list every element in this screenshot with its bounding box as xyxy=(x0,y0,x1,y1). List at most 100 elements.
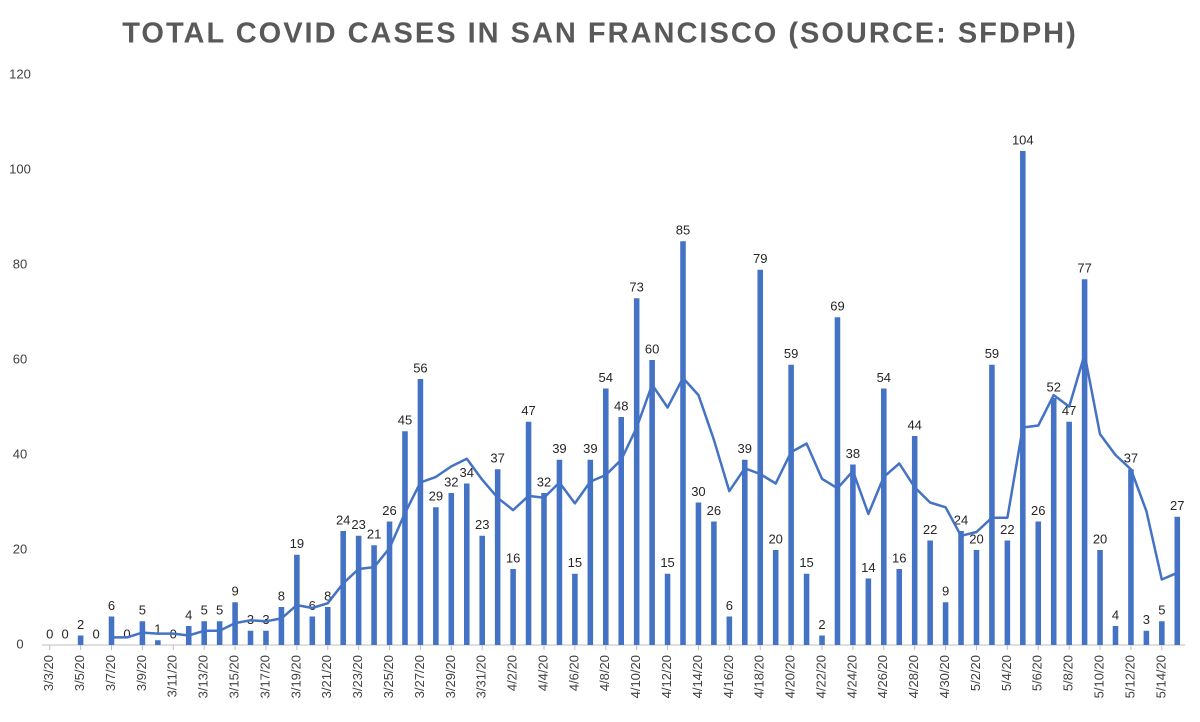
value-label: 9 xyxy=(942,584,949,599)
value-label: 48 xyxy=(614,398,628,413)
bar xyxy=(402,431,408,645)
value-label: 60 xyxy=(645,341,659,356)
value-label: 19 xyxy=(290,536,304,551)
bar xyxy=(602,388,609,645)
x-tick-label: 3/13/20 xyxy=(196,655,211,698)
x-tick-label: 3/11/20 xyxy=(165,655,180,697)
bar xyxy=(865,578,872,645)
bar xyxy=(1112,626,1119,645)
bar xyxy=(803,573,810,645)
x-tick-label: 3/15/20 xyxy=(227,655,242,698)
value-label: 52 xyxy=(1046,379,1060,394)
bar xyxy=(881,388,887,645)
bar xyxy=(556,459,563,645)
x-tick-label: 4/4/20 xyxy=(535,655,550,691)
value-label: 0 xyxy=(62,626,69,641)
value-label: 15 xyxy=(660,555,674,570)
value-label: 27 xyxy=(1170,498,1184,513)
value-label: 79 xyxy=(753,251,767,266)
bar xyxy=(247,630,254,645)
value-label: 44 xyxy=(907,417,921,432)
bar xyxy=(649,360,655,645)
bar xyxy=(1174,516,1181,645)
value-label: 39 xyxy=(738,441,752,456)
x-tick-label: 3/17/20 xyxy=(257,655,272,698)
x-tick-label: 4/30/20 xyxy=(937,655,952,698)
bar xyxy=(896,569,903,645)
bar xyxy=(633,298,640,645)
value-label: 23 xyxy=(475,517,489,532)
trend-line xyxy=(111,353,1178,639)
value-label: 24 xyxy=(336,512,350,527)
bar xyxy=(541,493,547,645)
bar xyxy=(155,640,161,645)
bar xyxy=(1035,521,1042,645)
value-label: 15 xyxy=(568,555,582,570)
bar xyxy=(680,241,686,645)
value-label: 0 xyxy=(92,626,99,641)
value-label: 26 xyxy=(382,503,396,518)
x-tick-label: 3/19/20 xyxy=(288,655,303,698)
bar xyxy=(742,459,748,645)
y-tick-label: 120 xyxy=(9,66,31,81)
bar xyxy=(386,521,393,645)
bar xyxy=(989,364,995,645)
bar xyxy=(927,540,933,645)
y-tick-label: 20 xyxy=(13,541,27,556)
bar xyxy=(711,521,717,645)
value-label: 54 xyxy=(877,370,891,385)
bar xyxy=(1097,550,1103,645)
value-label: 20 xyxy=(768,531,782,546)
x-tick-label: 4/16/20 xyxy=(721,655,736,698)
bar xyxy=(1066,421,1072,645)
value-label: 8 xyxy=(324,588,331,603)
x-tick-label: 5/12/20 xyxy=(1122,655,1137,698)
value-label: 38 xyxy=(846,446,860,461)
bar xyxy=(278,607,285,645)
value-label: 37 xyxy=(1124,451,1138,466)
x-tick-label: 3/29/20 xyxy=(443,655,458,698)
bar xyxy=(726,616,733,645)
x-tick-label: 4/2/20 xyxy=(505,655,520,691)
bar xyxy=(340,531,346,645)
value-label: 26 xyxy=(707,503,721,518)
value-label: 6 xyxy=(726,598,733,613)
value-label: 47 xyxy=(521,403,535,418)
bar xyxy=(433,507,439,645)
value-label: 104 xyxy=(1012,132,1034,147)
bar xyxy=(819,635,825,645)
value-label: 5 xyxy=(1158,603,1165,618)
value-label: 37 xyxy=(490,451,504,466)
value-label: 2 xyxy=(818,617,825,632)
x-tick-label: 3/25/20 xyxy=(381,655,396,698)
bar xyxy=(1081,279,1088,645)
x-tick-label: 4/12/20 xyxy=(659,655,674,698)
value-label: 5 xyxy=(201,603,208,618)
y-tick-label: 0 xyxy=(16,636,23,651)
bar xyxy=(371,545,377,645)
value-label: 22 xyxy=(923,522,937,537)
bar xyxy=(1143,630,1150,645)
value-label: 2 xyxy=(77,617,84,632)
bar xyxy=(618,417,625,645)
value-label: 16 xyxy=(506,550,520,565)
value-label: 26 xyxy=(1031,503,1045,518)
x-tick-label: 4/24/20 xyxy=(844,655,859,698)
x-tick-label: 3/5/20 xyxy=(72,655,87,691)
x-tick-label: 4/28/20 xyxy=(906,655,921,698)
bar xyxy=(1128,469,1134,645)
value-label: 5 xyxy=(139,603,146,618)
x-tick-label: 5/14/20 xyxy=(1153,655,1168,698)
bar xyxy=(973,550,980,645)
value-label: 0 xyxy=(123,626,130,641)
bar xyxy=(664,573,671,645)
x-tick-label: 3/3/20 xyxy=(41,655,56,691)
x-tick-label: 4/10/20 xyxy=(628,655,643,698)
bar xyxy=(942,602,949,645)
value-label: 21 xyxy=(367,527,381,542)
bar xyxy=(1020,151,1026,645)
value-label: 59 xyxy=(784,346,798,361)
value-label: 24 xyxy=(954,512,968,527)
value-label: 56 xyxy=(413,360,427,375)
